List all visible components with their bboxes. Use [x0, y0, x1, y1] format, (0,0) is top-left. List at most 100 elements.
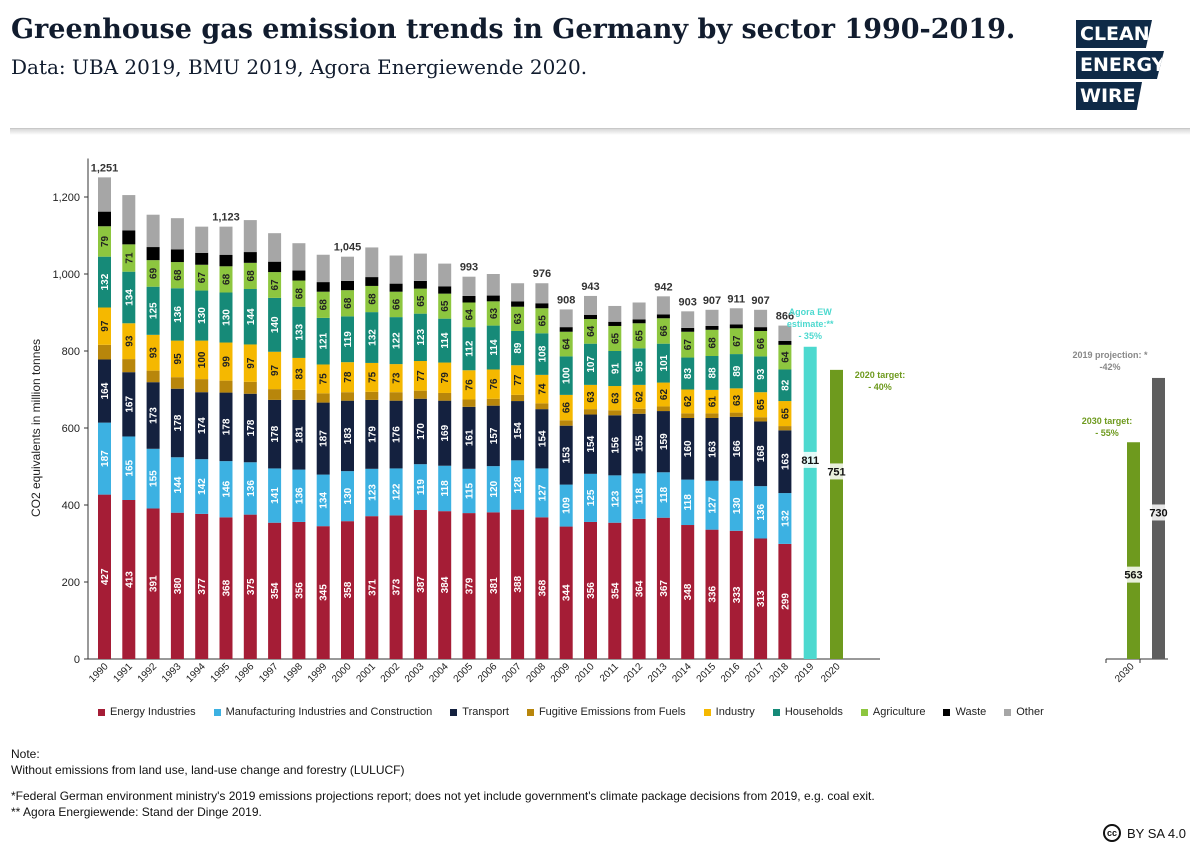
bar-segment-fugitive — [584, 409, 597, 415]
bar-segment-industry — [462, 370, 476, 400]
data-label-households: 123 — [416, 329, 427, 346]
total-label: 911 — [727, 293, 745, 305]
data-label-transport: 164 — [100, 382, 111, 399]
bar-segment-other — [608, 305, 622, 322]
data-label-industry: 99 — [222, 356, 233, 368]
data-label-industry: 100 — [197, 351, 208, 368]
data-label-households: 130 — [197, 307, 208, 324]
data-label-manufacturing: 144 — [173, 476, 184, 493]
bar-segment-fugitive — [316, 393, 330, 403]
bar-segment-fugitive — [413, 390, 427, 399]
bar-segment-waste — [389, 283, 403, 292]
legend-label: Agriculture — [872, 706, 926, 718]
bar-segment-waste — [316, 282, 330, 292]
bar-segment-agriculture — [438, 293, 452, 319]
bar-segment-waste — [729, 324, 743, 329]
bar-segment-waste — [365, 277, 379, 286]
bar-segment-other — [170, 218, 184, 250]
bar-segment-waste — [778, 340, 792, 345]
data-label-energy: 299 — [780, 593, 791, 610]
license-badge: cc BY SA 4.0 — [1102, 824, 1186, 842]
bar-segment-manufacturing — [389, 468, 403, 516]
legend-item-agriculture: Agriculture — [860, 706, 926, 718]
data-label-households: 140 — [270, 316, 281, 333]
data-label-manufacturing: 130 — [732, 497, 743, 514]
data-label-energy: 348 — [683, 583, 694, 600]
data-label-manufacturing: 187 — [100, 450, 111, 467]
license-text: BY SA 4.0 — [1126, 825, 1186, 841]
x-tick-label: 2004 — [427, 661, 451, 685]
data-label-agriculture: 68 — [222, 273, 233, 285]
bar-segment-other — [778, 325, 792, 341]
bar-segment-industry — [98, 307, 111, 345]
data-label-manufacturing: 128 — [513, 476, 524, 493]
bar-segment-agriculture — [170, 262, 184, 289]
data-label-energy: 368 — [222, 579, 233, 596]
data-label-agriculture: 64 — [586, 325, 597, 337]
bar-segment-other — [729, 308, 743, 325]
data-label-energy: 379 — [465, 577, 476, 594]
bar-segment-households — [632, 348, 646, 385]
legend-item-manufacturing: Manufacturing Industries and Constructio… — [213, 706, 432, 718]
bar-segment-transport — [389, 400, 403, 469]
y-tick-label: 200 — [62, 577, 80, 589]
data-label-manufacturing: 127 — [708, 496, 719, 513]
bar-segment-industry — [656, 382, 670, 407]
bar-segment-energy — [292, 521, 306, 659]
target-label-bg — [825, 463, 848, 480]
data-label-agriculture: 63 — [489, 307, 500, 319]
data-label-agriculture: 65 — [416, 295, 427, 307]
legend-item-fugitive: Fugitive Emissions from Fuels — [526, 706, 686, 718]
bar-segment-manufacturing — [195, 459, 209, 514]
bar-segment-industry — [413, 361, 427, 391]
bar-segment-agriculture — [268, 272, 282, 298]
data-label-industry: 65 — [756, 399, 767, 411]
data-label-transport: 183 — [343, 427, 354, 444]
bar-segment-other — [98, 177, 111, 212]
data-label-transport: 176 — [392, 426, 403, 443]
bar-segment-industry — [535, 374, 549, 404]
x-tick-label: 2005 — [452, 661, 476, 685]
chart-subtitle: Data: UBA 2019, BMU 2019, Agora Energiew… — [11, 55, 588, 79]
data-label-agriculture: 66 — [756, 338, 767, 350]
data-label-industry: 62 — [659, 389, 670, 401]
data-label-energy: 356 — [586, 582, 597, 599]
bar-segment-fugitive — [559, 420, 573, 426]
data-label-industry: 61 — [708, 396, 719, 408]
x-tick-label: 1992 — [136, 661, 160, 685]
bar-segment-industry — [170, 340, 184, 378]
data-label-transport: 166 — [732, 440, 743, 457]
target-value-label: 811 — [801, 455, 819, 467]
data-label-households: 134 — [124, 289, 135, 306]
x-tick-label: 1997 — [257, 661, 281, 685]
bar-segment-fugitive — [341, 392, 354, 401]
bar-segment-industry — [486, 369, 500, 399]
bar-segment-energy — [365, 516, 379, 659]
bar-segment-other — [146, 214, 160, 248]
bar-segment-fugitive — [438, 392, 452, 401]
bar-segment-agriculture — [243, 262, 257, 290]
bar-segment-other — [122, 195, 136, 231]
emissions-bar-chart: 0 200 400 600 800 1,000 1,200 CO2 equivalents i… — [29, 158, 1170, 685]
data-label-manufacturing: 123 — [367, 484, 378, 501]
bar-segment-fugitive — [729, 412, 743, 417]
data-label-agriculture: 67 — [270, 279, 281, 291]
data-label-households: 83 — [683, 368, 694, 380]
data-label-transport: 153 — [562, 446, 573, 463]
note-lulucf: Without emissions from land use, land-us… — [11, 763, 405, 777]
bar-segment-waste — [535, 303, 549, 309]
bar-segment-fugitive — [656, 406, 670, 412]
bar-segment-households — [584, 343, 597, 385]
bar-segment-transport — [413, 398, 427, 465]
bar-segment-waste — [486, 295, 500, 302]
bar-segment-fugitive — [632, 408, 646, 414]
bar-segment-fugitive — [681, 413, 695, 418]
bar-segment-transport — [535, 409, 549, 469]
bar-segment-other — [243, 220, 257, 253]
x-tick-label: 1996 — [233, 661, 257, 685]
bar-segment-manufacturing — [122, 436, 136, 500]
data-label-industry: 93 — [149, 347, 160, 359]
bar-segment-waste — [170, 249, 184, 263]
data-label-energy: 413 — [124, 571, 135, 588]
bar-segment-households — [243, 289, 257, 345]
